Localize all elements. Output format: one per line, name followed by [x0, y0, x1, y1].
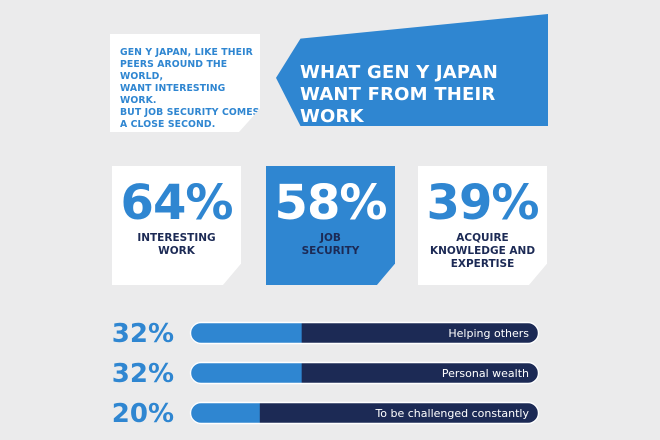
intro-note: GEN Y JAPAN, LIKE THEIR PEERS AROUND THE… [110, 34, 260, 132]
bar-row [190, 322, 539, 344]
bar-category-label: Helping others [448, 327, 529, 340]
stat-value: 39% [426, 175, 540, 231]
page-title: WHAT GEN Y JAPAN WANT FROM THEIR WORK [300, 62, 499, 127]
bar-value-label: 32% [112, 359, 174, 389]
stat-card-interesting-work: 64% INTERESTING WORK [112, 166, 241, 285]
bar-category-label: Personal wealth [442, 367, 529, 380]
header-banner: WHAT GEN Y JAPAN WANT FROM THEIR WORK [276, 14, 548, 126]
stat-label: INTERESTING WORK [137, 232, 216, 257]
stat-label: JOB SECURITY [301, 232, 360, 257]
intro-text: GEN Y JAPAN, LIKE THEIR PEERS AROUND THE… [120, 47, 260, 130]
stat-card-acquire-knowledge: 39% ACQUIRE KNOWLEDGE AND EXPERTISE [418, 166, 547, 285]
bar-fill [190, 402, 260, 424]
bar-fill [190, 322, 302, 344]
bar-value-label: 20% [112, 399, 174, 429]
stat-card-job-security: 58% JOB SECURITY [266, 166, 395, 285]
bar-category-label: To be challenged constantly [374, 407, 529, 420]
bar-row [190, 362, 539, 384]
stat-label: ACQUIRE KNOWLEDGE AND EXPERTISE [429, 232, 536, 270]
bar-row [190, 402, 539, 424]
bar-outline [189, 321, 540, 345]
bar-fill [190, 362, 302, 384]
bar-track [190, 322, 539, 344]
bar-track [190, 402, 539, 424]
bar-value-label: 32% [112, 319, 174, 349]
bar-outline [189, 361, 540, 385]
stat-value: 64% [120, 175, 234, 231]
bar-outline [189, 401, 540, 425]
bar-track [190, 362, 539, 384]
stat-value: 58% [274, 175, 388, 231]
